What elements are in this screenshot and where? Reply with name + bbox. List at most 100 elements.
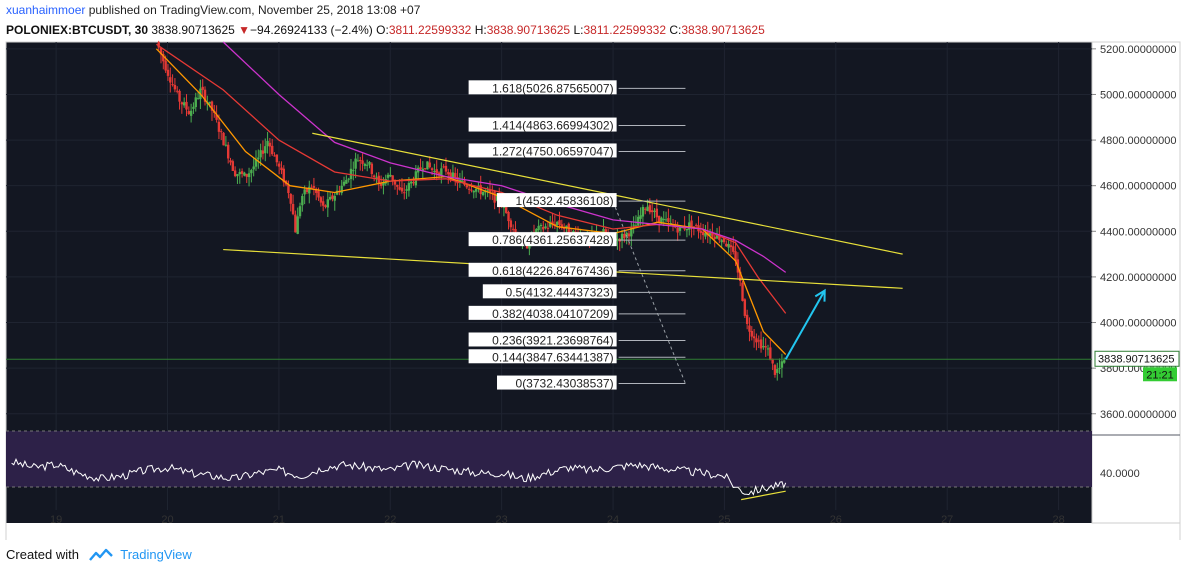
fib-level-label: 0.236(3921.23698764) <box>492 333 613 347</box>
candle-down <box>560 224 564 229</box>
candle-down <box>755 338 758 343</box>
candle-down <box>655 208 658 218</box>
price-tick-label: 4200.00000000 <box>1100 272 1176 284</box>
time-tick-label: 26 <box>830 514 842 526</box>
candle-up <box>544 226 547 228</box>
candle-down <box>722 238 726 243</box>
candle-up <box>345 179 348 184</box>
candle-down <box>729 245 733 248</box>
author-link[interactable]: xuanhaimmoer <box>6 3 86 17</box>
candle-down <box>379 183 383 186</box>
fib-label-background <box>468 349 617 364</box>
candle-down <box>542 226 545 230</box>
candle-down <box>361 160 364 164</box>
candle-down <box>282 168 285 183</box>
candle-up <box>410 181 413 184</box>
candle-up <box>495 195 499 201</box>
candle-up <box>762 346 765 348</box>
candle-down <box>739 271 742 281</box>
candle-up <box>335 190 339 195</box>
fib-label-background <box>482 284 617 299</box>
open-label: O: <box>376 23 389 37</box>
candle-up <box>328 196 332 200</box>
candle-down <box>157 42 160 48</box>
candle-up <box>778 367 781 369</box>
candle-down <box>741 282 744 301</box>
time-tick-label: 19 <box>50 514 62 526</box>
candle-up <box>426 161 429 170</box>
high-value: 3838.90713625 <box>486 23 571 37</box>
fib-level-label: 0.382(4038.04107209) <box>492 307 613 321</box>
candle-up <box>384 178 387 184</box>
candle-up <box>766 348 770 350</box>
candle-down <box>442 166 445 168</box>
last-price: 3838.90713625 <box>151 23 235 37</box>
candle-down <box>277 163 281 167</box>
candle-down <box>509 220 513 228</box>
candle-down <box>667 218 670 223</box>
candle-down <box>546 227 550 229</box>
candle-down <box>178 90 181 102</box>
candle-up <box>535 229 538 233</box>
candle-up <box>662 218 665 220</box>
candle-down <box>454 173 457 178</box>
candle-up <box>347 178 350 180</box>
candle-down <box>435 169 438 174</box>
candle-down <box>220 131 223 133</box>
candle-down <box>275 154 279 163</box>
candle-up <box>685 228 689 231</box>
candle-down <box>164 60 167 71</box>
candle-up <box>620 233 624 241</box>
candle-up <box>458 179 462 182</box>
candle-down <box>217 121 221 132</box>
candle-up <box>474 188 478 192</box>
candle-up <box>484 191 487 193</box>
candle-up <box>405 189 408 191</box>
candle-down <box>273 155 276 157</box>
candle-up <box>549 222 552 227</box>
candle-down <box>773 365 777 375</box>
candle-up <box>368 161 371 165</box>
price-chart[interactable]: 1.618(5026.87565007) 1.414(4863.66994302)… <box>0 38 1189 540</box>
candle-up <box>301 195 304 206</box>
candle-down <box>294 214 297 233</box>
candle-up <box>340 185 343 194</box>
candle-up <box>632 224 635 226</box>
candle-up <box>414 171 418 186</box>
candle-down <box>166 69 170 76</box>
candle-down <box>551 221 554 225</box>
candle-down <box>732 246 735 252</box>
fib-label-background <box>468 143 617 158</box>
candle-up <box>639 215 642 219</box>
candle-down <box>324 205 327 208</box>
candle-up <box>182 102 186 106</box>
candle-up <box>352 170 355 172</box>
candle-up <box>688 222 691 230</box>
candle-up <box>356 160 360 162</box>
candle-up <box>528 244 531 249</box>
candle-down <box>226 144 230 159</box>
candle-down <box>169 77 172 83</box>
candle-down <box>449 172 452 180</box>
price-change: −94.26924133 (−2.4%) <box>250 23 373 37</box>
candle-down <box>268 142 272 147</box>
tradingview-link[interactable]: TradingView <box>120 547 192 562</box>
candle-down <box>222 132 225 146</box>
candle-down <box>562 228 566 230</box>
candle-down <box>372 175 376 178</box>
candle-down <box>403 192 406 194</box>
candle-up <box>537 225 540 230</box>
candle-up <box>653 210 656 212</box>
candle-up <box>254 159 258 167</box>
price-tick-label: 3600.00000000 <box>1100 409 1176 421</box>
candle-down <box>713 236 716 239</box>
fib-level-label: 1.414(4863.66994302) <box>492 119 613 133</box>
candle-up <box>637 216 640 226</box>
candle-down <box>511 228 515 230</box>
candle-down <box>187 111 191 115</box>
candle-down <box>229 160 232 163</box>
candle-up <box>365 164 369 166</box>
candle-down <box>245 173 248 177</box>
candle-down <box>315 188 318 193</box>
candle-down <box>743 299 747 316</box>
